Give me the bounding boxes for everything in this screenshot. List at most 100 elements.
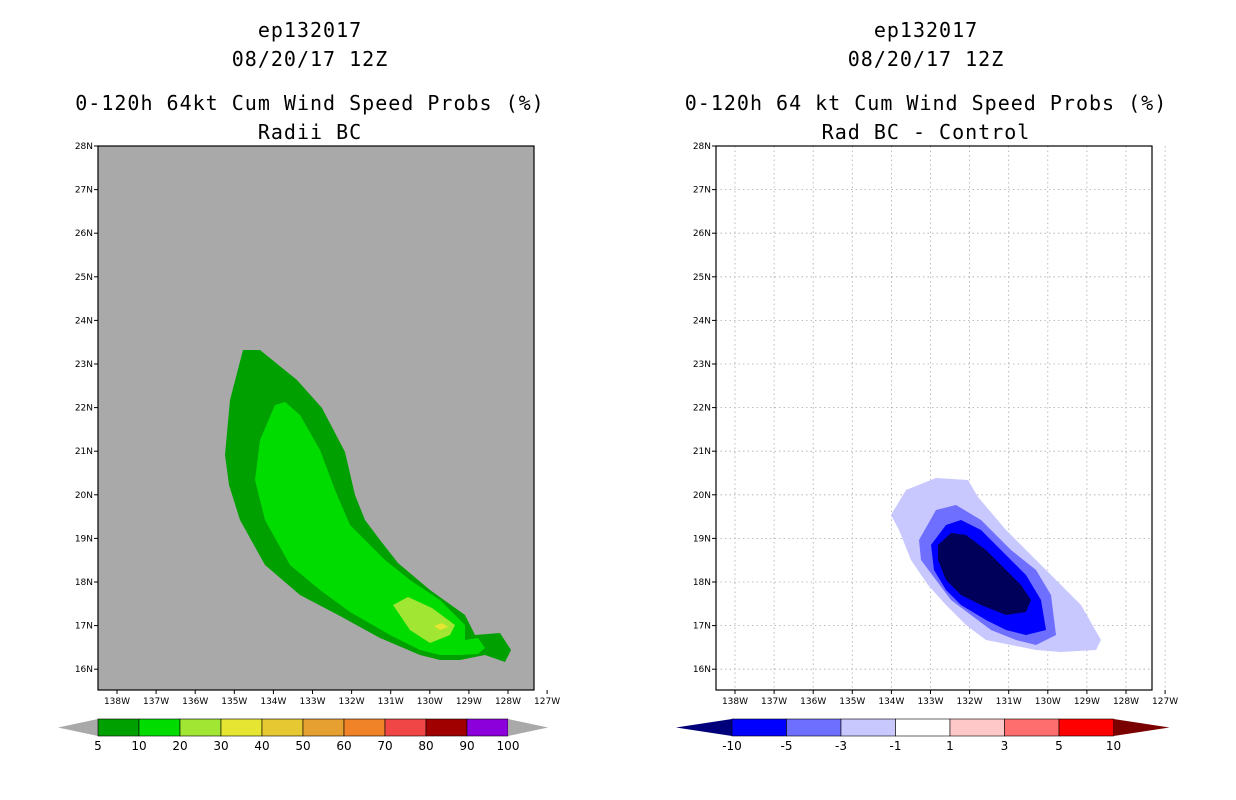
contour-10-20: [255, 402, 485, 655]
map-panel-radii-bc: ep132017 08/20/17 12Z 0-120h 64kt Cum Wi…: [58, 18, 560, 753]
colorbar-label: 60: [336, 739, 351, 753]
panel-title-line-4: Radii BC: [257, 120, 363, 144]
contour-20-30: [393, 597, 455, 643]
colorbar-swatch: [895, 718, 951, 737]
lat-tick-label: 27N: [75, 186, 93, 196]
lat-tick-label: 23N: [75, 360, 93, 370]
lon-tick-label: 128W: [1113, 697, 1139, 707]
colorbar-swatch: [731, 718, 787, 737]
lon-tick-label: 129W: [1074, 697, 1100, 707]
lat-tick-label: 22N: [75, 404, 93, 414]
colorbar-swatch: [1058, 718, 1114, 737]
lon-tick-label: 136W: [800, 697, 826, 707]
colorbar-swatch: [138, 718, 181, 737]
lat-tick-label: 19N: [693, 534, 711, 544]
lon-tick-label: 136W: [182, 697, 208, 707]
lat-tick-label: 26N: [75, 229, 93, 239]
lon-tick-label: 135W: [839, 697, 865, 707]
map-plot-left: 28N 27N 26N 25N 24N 23N 22N 21N 20N 19N 18N 17N 16N 1…: [58, 142, 560, 753]
colorbar-arrow-left: [676, 719, 732, 736]
map-plot-right: 28N 27N 26N 25N 24N 23N 22N 21N 20N 19N 18N 17N 16N 1…: [676, 142, 1178, 753]
lat-tick-label: 24N: [75, 316, 93, 326]
colorbar-label: 1: [946, 739, 954, 753]
lat-tick-label: 22N: [693, 404, 711, 414]
colorbar-label: -5: [781, 739, 793, 753]
lat-tick-label: 19N: [75, 534, 93, 544]
colorbar-swatch: [343, 718, 386, 737]
colorbar-arrow-right: [1113, 719, 1170, 736]
colorbar-label: 50: [295, 739, 310, 753]
colorbar-swatch: [261, 718, 304, 737]
colorbar-swatch: [220, 718, 263, 737]
lat-tick-label: 16N: [75, 665, 93, 675]
lat-tick-label: 20N: [75, 491, 93, 501]
lat-tick-label: 16N: [693, 665, 711, 675]
colorbar-label: 80: [418, 739, 433, 753]
colorbar-label: 40: [254, 739, 269, 753]
colorbar-label: 30: [213, 739, 228, 753]
colorbar-left: 5 10 20 30 40 50 60 70 80 90 100: [58, 718, 548, 753]
panel-title-line-1: ep132017: [257, 18, 363, 42]
panel-title-line-3: 0-120h 64kt Cum Wind Speed Probs (%): [75, 91, 545, 115]
panel-title-line-3: 0-120h 64 kt Cum Wind Speed Probs (%): [684, 91, 1168, 115]
lon-tick-label: 131W: [378, 697, 404, 707]
colorbar-label: 10: [131, 739, 146, 753]
colorbar-swatch: [425, 718, 468, 737]
lat-tick-label: 21N: [693, 447, 711, 457]
lat-tick-label: 24N: [693, 316, 711, 326]
lon-tick-label: 135W: [221, 697, 247, 707]
map-panel-rad-bc-control: ep132017 08/20/17 12Z 0-120h 64 kt Cum W…: [616, 0, 1236, 800]
lon-tick-label: 127W: [1152, 697, 1178, 707]
lon-tick-label: 128W: [495, 697, 521, 707]
colorbar-label: -3: [835, 739, 847, 753]
colorbar-right: -10 -5 -3 -1 1 3 5 10: [676, 718, 1170, 753]
colorbar-label: 3: [1001, 739, 1009, 753]
colorbar-label: 5: [94, 739, 102, 753]
lat-tick-label: 20N: [693, 491, 711, 501]
lat-tick-label: 17N: [75, 622, 93, 632]
panel-title-line-2: 08/20/17 12Z: [847, 47, 1005, 71]
map-gridlines: [716, 146, 1166, 690]
axis-ticks-left: 28N 27N 26N 25N 24N 23N 22N 21N 20N 19N 18N 17N 16N 1…: [75, 142, 560, 707]
map-frame: [715, 145, 1153, 691]
lat-tick-label: 28N: [693, 142, 711, 152]
lon-tick-label: 137W: [143, 697, 169, 707]
colorbar-swatch: [97, 718, 140, 737]
lat-tick-label: 25N: [693, 273, 711, 283]
colorbar-label: 90: [459, 739, 474, 753]
map-frame: [97, 145, 535, 691]
panel-title-line-2: 08/20/17 12Z: [231, 47, 389, 71]
panel-title-line-1: ep132017: [873, 18, 979, 42]
lat-tick-label: 26N: [693, 229, 711, 239]
lon-tick-label: 130W: [1035, 697, 1061, 707]
lat-tick-label: 25N: [75, 273, 93, 283]
lat-tick-label: 21N: [75, 447, 93, 457]
contour-lt-minus10: [938, 533, 1031, 615]
lon-tick-label: 133W: [917, 697, 943, 707]
lat-tick-label: 28N: [75, 142, 93, 152]
colorbar-swatch: [179, 718, 222, 737]
lat-tick-label: 18N: [693, 578, 711, 588]
lon-tick-label: 133W: [299, 697, 325, 707]
colorbar-swatch: [302, 718, 345, 737]
lon-tick-label: 138W: [722, 697, 748, 707]
colorbar-label: 10: [1106, 739, 1121, 753]
lon-tick-label: 137W: [761, 697, 787, 707]
axis-ticks-right: 28N 27N 26N 25N 24N 23N 22N 21N 20N 19N 18N 17N 16N 1…: [693, 142, 1178, 707]
lon-tick-label: 130W: [417, 697, 443, 707]
colorbar-arrow-right: [508, 719, 548, 736]
lon-tick-label: 131W: [996, 697, 1022, 707]
contour-30-40: [434, 623, 448, 630]
lon-tick-label: 134W: [878, 697, 904, 707]
colorbar-label: 20: [172, 739, 187, 753]
lon-tick-label: 132W: [957, 697, 983, 707]
map-background: [716, 146, 1152, 690]
colorbar-label: 5: [1055, 739, 1063, 753]
lat-tick-label: 18N: [75, 578, 93, 588]
colorbar-arrow-left: [58, 719, 98, 736]
colorbar-swatch: [384, 718, 427, 737]
panel-title-line-4: Rad BC - Control: [821, 120, 1031, 144]
colorbar-label: -1: [890, 739, 902, 753]
colorbar-label: 70: [377, 739, 392, 753]
lon-tick-label: 132W: [339, 697, 365, 707]
